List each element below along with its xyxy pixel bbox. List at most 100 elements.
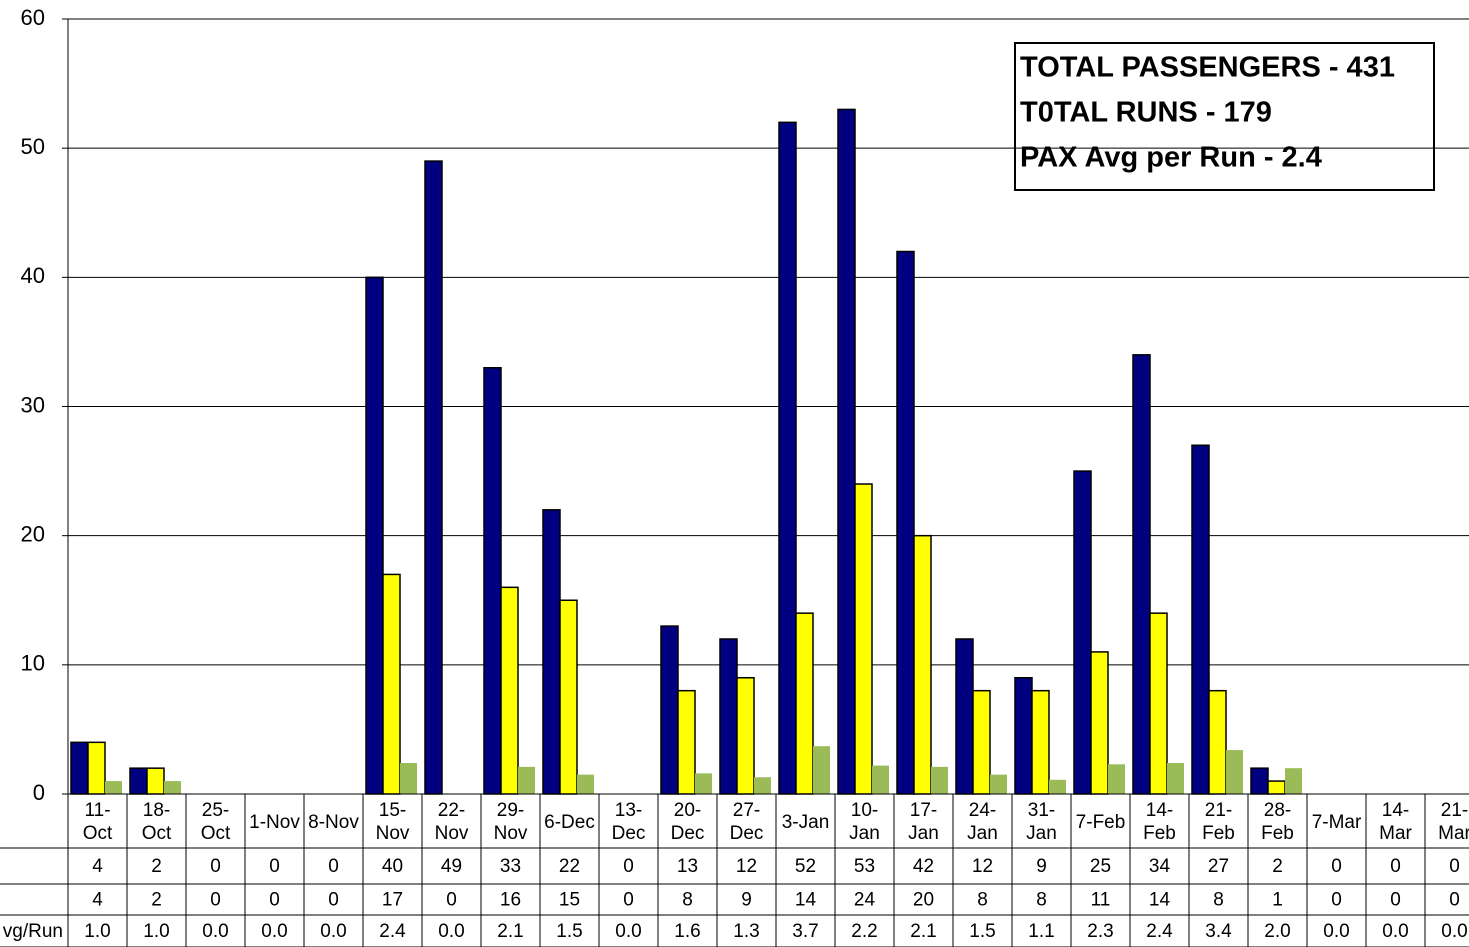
bar <box>913 534 932 795</box>
bar <box>660 625 679 795</box>
table-cell: 0 <box>623 890 634 911</box>
bar <box>1267 780 1286 795</box>
bar <box>518 766 535 794</box>
table-cell: 16 <box>500 890 521 911</box>
bar <box>70 741 89 795</box>
x-tick-label: 25-Oct <box>201 800 231 844</box>
bar <box>1031 689 1050 795</box>
table-cell: 1 <box>1272 890 1283 911</box>
table-cell: 0.0 <box>1323 921 1349 942</box>
table-cell: 17 <box>382 890 403 911</box>
bar <box>795 612 814 795</box>
bar <box>1073 470 1092 795</box>
table-cell: 0 <box>1331 890 1342 911</box>
bar <box>1108 764 1125 794</box>
bar <box>1014 677 1033 795</box>
x-tick-label: 21-Feb <box>1202 800 1235 844</box>
table-cell: 2.4 <box>1146 921 1173 942</box>
bar <box>577 774 594 794</box>
y-tick-label: 50 <box>21 134 45 159</box>
x-tick-label: 27-Dec <box>730 800 764 844</box>
bar <box>1191 444 1210 795</box>
bar <box>424 160 443 795</box>
table-cell: 4 <box>92 856 103 877</box>
bar <box>87 741 106 795</box>
table-cell: 2 <box>1272 856 1283 877</box>
x-tick-label: 8-Nov <box>308 812 359 833</box>
bar <box>1208 689 1227 795</box>
x-tick-label: 20-Dec <box>671 800 705 844</box>
table-cell: 0.0 <box>261 921 287 942</box>
bar <box>382 573 401 795</box>
x-tick-label: 17-Jan <box>908 800 939 844</box>
table-cell: 1.5 <box>969 921 995 942</box>
table-cell: 42 <box>913 856 934 877</box>
table-cell: 8 <box>1036 890 1047 911</box>
table-cell: 0.0 <box>615 921 641 942</box>
table-cell: 20 <box>913 890 934 911</box>
table-cell: 0 <box>1331 856 1342 877</box>
x-tick-label: 6-Dec <box>544 812 595 833</box>
table-cell: 22 <box>559 856 580 877</box>
bar <box>813 746 830 794</box>
bar <box>778 121 797 795</box>
bar <box>500 586 519 795</box>
x-tick-label: 22-Nov <box>435 800 469 844</box>
y-tick-label: 10 <box>21 651 45 676</box>
x-tick-label: 13-Dec <box>612 800 646 844</box>
table-cell: 53 <box>854 856 875 877</box>
bar <box>164 781 181 794</box>
table-cell: 0 <box>1390 890 1401 911</box>
bar <box>105 781 122 794</box>
table-cell: 1.3 <box>733 921 759 942</box>
table-cell: 8 <box>1213 890 1224 911</box>
table-cell: 3.7 <box>792 921 818 942</box>
bar <box>1226 750 1243 794</box>
table-cell: 9 <box>741 890 752 911</box>
table-cell: 15 <box>559 890 580 911</box>
x-tick-label: 21-Mar <box>1438 800 1469 844</box>
table-cell: 0 <box>1449 890 1460 911</box>
table-cell: 0 <box>1390 856 1401 877</box>
y-tick-label: 0 <box>33 780 45 805</box>
table-cell: 0 <box>328 856 339 877</box>
table-cell: 0 <box>269 856 280 877</box>
x-tick-label: 10-Jan <box>849 800 880 844</box>
table-cell: 0.0 <box>1441 921 1467 942</box>
bar <box>931 766 948 794</box>
table-cell: 0.0 <box>202 921 228 942</box>
x-tick-label: 7-Feb <box>1076 812 1126 833</box>
x-tick-label: 14-Feb <box>1143 800 1176 844</box>
table-cell: 3.4 <box>1205 921 1232 942</box>
y-tick-label: 30 <box>21 392 45 417</box>
table-cell: 1.0 <box>143 921 169 942</box>
x-tick-label: 18-Oct <box>142 800 172 844</box>
table-cell: 40 <box>382 856 403 877</box>
table-cell: 2.2 <box>851 921 877 942</box>
bar <box>400 763 417 794</box>
table-cell: 0 <box>269 890 280 911</box>
table-cell: 34 <box>1149 856 1171 877</box>
y-tick-label: 60 <box>21 5 45 30</box>
table-cell: 4 <box>92 890 103 911</box>
bar <box>872 765 889 794</box>
x-tick-label: 31-Jan <box>1026 800 1057 844</box>
table-cell: 8 <box>977 890 988 911</box>
table-cell: 49 <box>441 856 462 877</box>
table-cell: 1.0 <box>84 921 110 942</box>
table-cell: 2.1 <box>910 921 936 942</box>
table-cell: 11 <box>1091 890 1111 911</box>
table-cell: 52 <box>795 856 816 877</box>
x-tick-label: 24-Jan <box>967 800 998 844</box>
bar <box>146 767 165 795</box>
annotation: TOTAL PASSENGERS - 431 <box>1020 52 1395 84</box>
bar <box>559 599 578 795</box>
bar <box>719 638 738 795</box>
bar <box>990 774 1007 794</box>
table-cell: 0 <box>210 890 221 911</box>
table-cell: 33 <box>500 856 521 877</box>
table-cell: 2.3 <box>1087 921 1113 942</box>
bar <box>837 108 856 795</box>
table-cell: 0 <box>328 890 339 911</box>
